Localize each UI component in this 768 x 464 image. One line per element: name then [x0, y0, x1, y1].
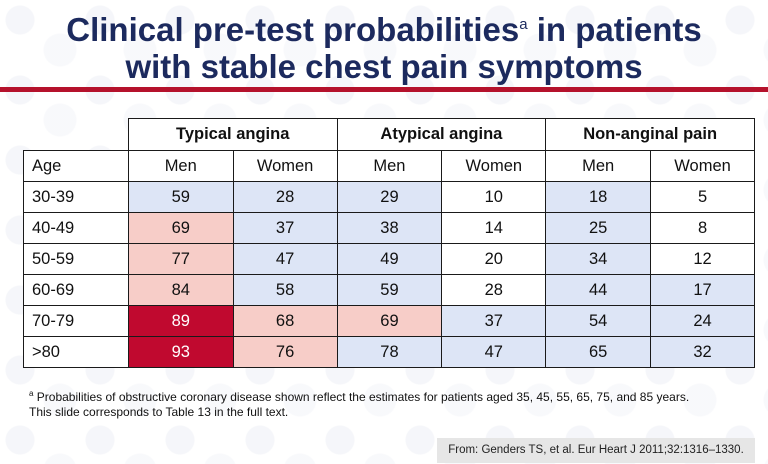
- title-line2: with stable chest pain symptoms: [125, 48, 643, 85]
- value-cell: 29: [336, 181, 443, 213]
- citation-box: From: Genders TS, et al. Eur Heart J 201…: [437, 438, 755, 463]
- title-divider: [0, 87, 768, 92]
- title-footnote-marker: a: [519, 16, 528, 33]
- table-row: >80 93 76 78 47 65 32: [23, 336, 755, 368]
- value-cell: 5: [650, 181, 755, 213]
- value-cell: 34: [545, 243, 652, 275]
- slide-title: Clinical pre-test probabilitiesa in pati…: [0, 6, 768, 85]
- subheader-row: Age Men Women Men Women Men Women: [23, 150, 755, 182]
- sub-header: Women: [232, 150, 338, 182]
- value-cell: 58: [232, 274, 338, 306]
- group-header-typical: Typical angina: [127, 118, 338, 151]
- sub-header: Women: [650, 150, 755, 182]
- group-header-nonanginal: Non-anginal pain: [545, 118, 755, 151]
- value-cell: 18: [545, 181, 652, 213]
- footnote-line2: This slide corresponds to Table 13 in th…: [29, 405, 289, 419]
- value-cell: 37: [232, 212, 338, 244]
- value-cell: 12: [650, 243, 755, 275]
- table-row: 40-49 69 37 38 14 25 8: [23, 212, 755, 244]
- value-cell: 37: [441, 305, 547, 337]
- value-cell: 69: [336, 305, 443, 337]
- value-cell: 17: [650, 274, 755, 306]
- value-cell: 68: [232, 305, 338, 337]
- value-cell: 54: [545, 305, 652, 337]
- age-cell: 60-69: [23, 274, 129, 306]
- age-cell: 70-79: [23, 305, 129, 337]
- value-cell: 89: [127, 305, 234, 337]
- value-cell: 10: [441, 181, 547, 213]
- age-cell: 40-49: [23, 212, 129, 244]
- title-line1-post: in patients: [527, 11, 702, 48]
- value-cell: 47: [232, 243, 338, 275]
- value-cell: 84: [127, 274, 234, 306]
- age-cell: 50-59: [23, 243, 129, 275]
- value-cell: 44: [545, 274, 652, 306]
- value-cell: 38: [336, 212, 443, 244]
- value-cell: 8: [650, 212, 755, 244]
- value-cell: 32: [650, 336, 755, 368]
- sub-header: Men: [336, 150, 443, 182]
- footnote-marker: a: [29, 389, 34, 398]
- group-header-atypical: Atypical angina: [336, 118, 547, 151]
- value-cell: 24: [650, 305, 755, 337]
- value-cell: 49: [336, 243, 443, 275]
- footnote-line1: Probabilities of obstructive coronary di…: [33, 390, 690, 404]
- value-cell: 25: [545, 212, 652, 244]
- value-cell: 93: [127, 336, 234, 368]
- value-cell: 14: [441, 212, 547, 244]
- age-cell: >80: [23, 336, 129, 368]
- footnote: a Probabilities of obstructive coronary …: [29, 386, 759, 420]
- table-row: 30-39 59 28 29 10 18 5: [23, 181, 755, 213]
- value-cell: 59: [336, 274, 443, 306]
- table-row: 50-59 77 47 49 20 34 12: [23, 243, 755, 275]
- sub-header: Men: [545, 150, 652, 182]
- table-row: 60-69 84 58 59 28 44 17: [23, 274, 755, 306]
- sub-header: Men: [127, 150, 234, 182]
- probability-table: Typical angina Atypical angina Non-angin…: [23, 118, 755, 368]
- value-cell: 59: [127, 181, 234, 213]
- corner-blank: [24, 119, 129, 151]
- value-cell: 77: [127, 243, 234, 275]
- value-cell: 78: [336, 336, 443, 368]
- value-cell: 65: [545, 336, 652, 368]
- age-header: Age: [23, 150, 129, 182]
- title-line1-pre: Clinical pre-test probabilities: [66, 11, 520, 48]
- value-cell: 28: [232, 181, 338, 213]
- table-row: 70-79 89 68 69 37 54 24: [23, 305, 755, 337]
- value-cell: 20: [441, 243, 547, 275]
- probability-table-wrap: Typical angina Atypical angina Non-angin…: [23, 118, 755, 368]
- age-cell: 30-39: [23, 181, 129, 213]
- value-cell: 28: [441, 274, 547, 306]
- value-cell: 47: [441, 336, 547, 368]
- value-cell: 76: [232, 336, 338, 368]
- value-cell: 69: [127, 212, 234, 244]
- sub-header: Women: [441, 150, 547, 182]
